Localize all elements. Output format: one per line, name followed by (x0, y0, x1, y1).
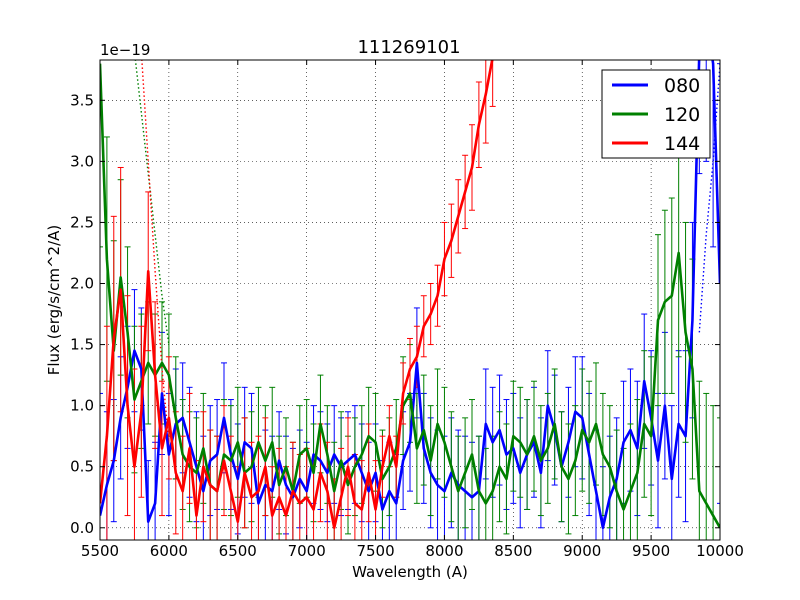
legend-label-080: 080 (664, 75, 700, 97)
legend: 080 120 144 (601, 69, 711, 159)
y-tick-labels: 0.0 0.5 1.0 1.5 2.0 2.5 3.0 3.5 (70, 91, 94, 536)
x-tick-label: 6000 (150, 542, 188, 560)
series-lines (100, 60, 720, 530)
x-tick-label: 8500 (494, 542, 532, 560)
plot-frame (99, 59, 721, 541)
x-axis-label: Wavelength (A) (352, 563, 468, 581)
x-tick-label: 6500 (219, 542, 257, 560)
y-tick-label: 1.5 (70, 336, 94, 354)
chart-title: 111269101 (357, 37, 460, 58)
y-tick-label: 3.5 (70, 91, 94, 109)
y-tick-label: 1.0 (70, 397, 94, 415)
y-tick-label: 0.0 (70, 519, 94, 537)
x-tick-label: 9500 (632, 542, 670, 560)
y-tick-label: 3.0 (70, 152, 94, 170)
y-offset-text: 1e−19 (100, 41, 150, 59)
x-tick-label: 9000 (563, 542, 601, 560)
tick-marks (99, 60, 721, 540)
series-line-080 (100, 60, 720, 530)
dotted-extension-144 (141, 60, 170, 443)
legend-label-120: 120 (664, 104, 700, 126)
y-axis-label: Flux (erg/s/cm^2/A) (45, 225, 63, 376)
y-tick-label: 0.5 (70, 458, 94, 476)
y-tick-label: 2.5 (70, 213, 94, 231)
x-tick-label: 7500 (356, 542, 394, 560)
dotted-extensions (134, 60, 720, 443)
legend-label-144: 144 (664, 133, 700, 155)
series-line-144 (100, 60, 494, 530)
x-tick-label: 10000 (696, 542, 744, 560)
dotted-extension-080 (698, 63, 720, 333)
y-tick-label: 2.0 (70, 275, 94, 293)
x-tick-label: 7000 (288, 542, 326, 560)
x-tick-label: 5500 (81, 542, 119, 560)
series-line-120 (100, 63, 720, 529)
x-tick-label: 8000 (425, 542, 463, 560)
x-tick-labels: 5500 6000 6500 7000 7500 8000 8500 9000 9500 1000… (81, 542, 744, 560)
